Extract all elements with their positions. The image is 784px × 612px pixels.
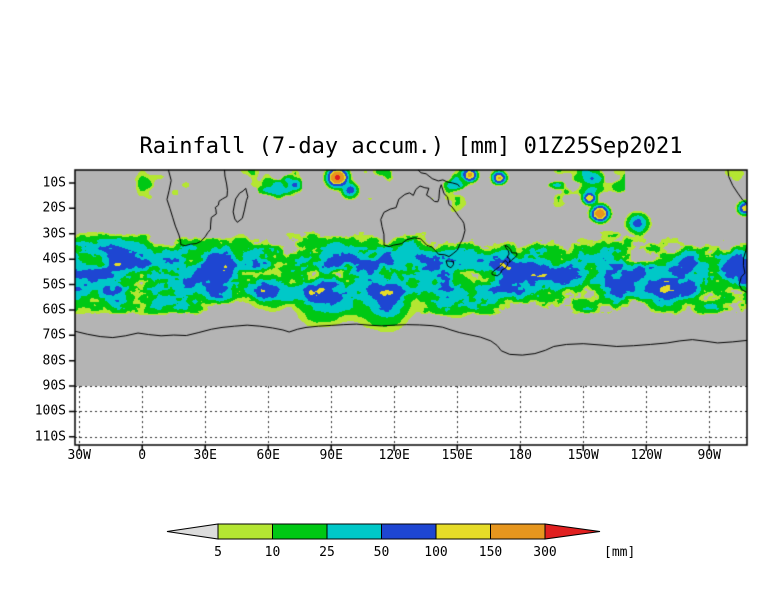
x-tick-label: 60E	[256, 448, 280, 463]
x-tick-label: 150W	[567, 448, 599, 463]
colorbar-unit-label: [mm]	[604, 545, 636, 560]
colorbar-tick-label: 150	[478, 545, 503, 560]
chart-title: Rainfall (7-day accum.) [mm] 01Z25Sep202…	[139, 134, 683, 159]
colorbar-segment	[490, 523, 546, 540]
y-tick-label: 110S	[34, 429, 66, 445]
y-tick-label: 70S	[42, 327, 66, 343]
colorbar-segment	[435, 523, 491, 540]
x-tick-label: 120E	[378, 448, 410, 463]
colorbar	[166, 523, 601, 540]
y-tick-label: 50S	[42, 277, 66, 293]
colorbar-segment	[544, 523, 601, 540]
colorbar-segment	[381, 523, 437, 540]
colorbar-tick-label: 300	[533, 545, 557, 560]
x-tick-label: 90E	[319, 448, 343, 463]
x-tick-label: 30E	[193, 448, 217, 463]
x-tick-label: 30W	[67, 448, 91, 463]
x-tick-label: 180	[508, 448, 532, 463]
colorbar-tick-label: 5	[214, 545, 222, 560]
colorbar-segment	[272, 523, 328, 540]
colorbar-tick-label: 10	[264, 545, 281, 560]
colorbar-tick-label: 50	[373, 545, 390, 560]
colorbar-segment	[166, 523, 219, 540]
y-tick-label: 90S	[42, 378, 66, 394]
y-tick-label: 10S	[42, 175, 66, 191]
x-tick-label: 120W	[630, 448, 662, 463]
y-tick-label: 30S	[42, 226, 66, 242]
x-tick-label: 150E	[441, 448, 473, 463]
x-tick-label: 0	[138, 448, 147, 463]
y-tick-label: 40S	[42, 251, 66, 267]
y-tick-label: 80S	[42, 353, 66, 369]
x-tick-label: 90W	[697, 448, 721, 463]
y-tick-label: 20S	[42, 200, 66, 216]
y-tick-label: 60S	[42, 302, 66, 318]
colorbar-tick-label: 25	[319, 545, 335, 560]
colorbar-segment	[326, 523, 382, 540]
colorbar-tick-label: 100	[424, 545, 448, 560]
y-tick-label: 100S	[34, 403, 66, 419]
colorbar-segment	[217, 523, 273, 540]
